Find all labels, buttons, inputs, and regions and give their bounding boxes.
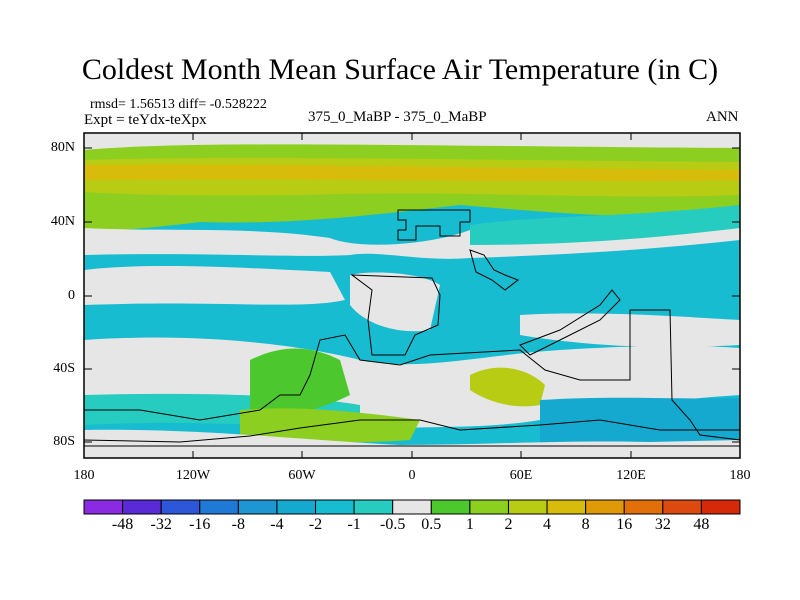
south-warm-land-2 bbox=[470, 367, 545, 407]
x-tick-label: 180 bbox=[73, 468, 95, 483]
field-layer bbox=[84, 133, 740, 458]
colorbar-label: 32 bbox=[654, 516, 671, 533]
colorbar-label: -0.5 bbox=[380, 516, 406, 533]
colorbar-swatch bbox=[392, 499, 432, 515]
colorbar-label: 16 bbox=[616, 516, 633, 533]
colorbar-label: 2 bbox=[504, 516, 513, 533]
colorbar-swatch bbox=[546, 499, 587, 515]
x-tick-label: 120W bbox=[175, 468, 211, 483]
coastline-diagonal bbox=[519, 289, 621, 356]
antarctic-warm bbox=[240, 408, 420, 443]
colorbar-label: -2 bbox=[308, 516, 323, 533]
comparison-label: 375_0_MaBP - 375_0_MaBP bbox=[308, 109, 487, 125]
colorbar-swatch bbox=[315, 499, 355, 515]
colorbar-swatch bbox=[662, 499, 702, 515]
tropic-neutral-2 bbox=[350, 272, 440, 332]
midlat-cool-patch bbox=[470, 205, 740, 245]
coastline-south bbox=[83, 309, 741, 447]
arctic-core-band bbox=[84, 164, 740, 181]
stats-text: rmsd= 1.56513 diff= -0.528222 bbox=[90, 97, 267, 112]
colorbar-label: 1 bbox=[465, 516, 474, 533]
x-tick-label: 180 bbox=[729, 468, 751, 483]
colorbar-label: 4 bbox=[543, 516, 552, 533]
x-tick-label: 60W bbox=[288, 468, 316, 483]
colorbar-label: -4 bbox=[270, 516, 284, 533]
y-tick-label: 80N bbox=[50, 140, 75, 155]
colorbar-label: 8 bbox=[581, 516, 590, 533]
y-tick-label: 80S bbox=[53, 434, 75, 449]
experiment-label: Expt = teYdx-teXpx bbox=[84, 112, 207, 128]
y-tick-label: 0 bbox=[68, 288, 75, 303]
season-label: ANN bbox=[706, 109, 739, 125]
colorbar-swatch bbox=[276, 499, 317, 515]
tropic-neutral-1 bbox=[84, 266, 345, 305]
colorbar-label: 48 bbox=[693, 516, 710, 533]
coastline-polar bbox=[83, 419, 740, 443]
x-tick-label: 120E bbox=[616, 468, 646, 483]
colorbar-swatch bbox=[83, 499, 124, 515]
chart-title: Coldest Month Mean Surface Air Temperatu… bbox=[81, 53, 719, 86]
coastline-tropics-east bbox=[469, 249, 520, 291]
colorbar-label: -8 bbox=[231, 516, 245, 533]
colorbar-label: -48 bbox=[111, 516, 134, 533]
colorbar-label: -32 bbox=[150, 516, 172, 533]
colorbar-label: -1 bbox=[347, 516, 361, 533]
colorbar bbox=[83, 499, 741, 515]
antarctic-neutral bbox=[84, 429, 740, 458]
colorbar-label: -16 bbox=[189, 516, 211, 533]
colorbar-swatch bbox=[585, 499, 625, 515]
colorbar-swatch bbox=[237, 499, 278, 515]
coastline-west bbox=[350, 274, 441, 356]
x-tick-label: 60E bbox=[509, 468, 533, 483]
colorbar-label: 0.5 bbox=[421, 516, 442, 533]
colorbar-swatch bbox=[507, 499, 548, 515]
coastline-north bbox=[397, 209, 471, 241]
midlat-neutral-belt bbox=[84, 210, 740, 259]
colorbar-swatch bbox=[430, 499, 471, 515]
colorbar-swatch bbox=[469, 499, 509, 515]
tick-marks bbox=[84, 133, 740, 458]
coastline-layer bbox=[83, 209, 741, 447]
colorbar-swatch bbox=[160, 499, 201, 515]
y-tick-label: 40N bbox=[50, 214, 75, 229]
colorbar-swatch bbox=[122, 499, 162, 515]
colorbar-swatch bbox=[700, 499, 741, 515]
y-tick-label: 40S bbox=[53, 361, 75, 376]
colorbar-swatch bbox=[353, 499, 394, 515]
x-tick-label: 0 bbox=[408, 468, 416, 483]
colorbar-swatch bbox=[199, 499, 239, 515]
colorbar-swatch bbox=[623, 499, 664, 515]
